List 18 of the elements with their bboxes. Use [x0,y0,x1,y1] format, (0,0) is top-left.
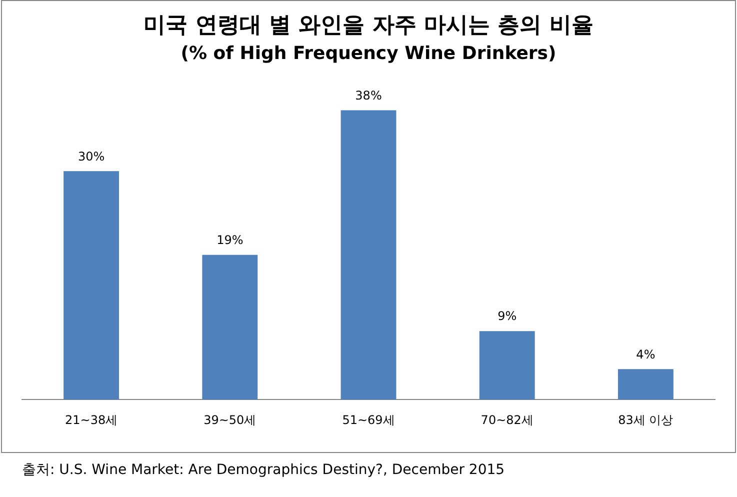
x-tick-label: 51~69세 [342,412,395,427]
source-note: 출처: U.S. Wine Market: Are Demographics Destiny?, December 2015 [21,461,506,479]
data-label: 38% [355,88,382,102]
x-tick-label: 21~38세 [65,412,118,427]
x-tick-label: 83세 이상 [618,412,674,427]
bar [479,331,535,400]
bar [202,254,258,400]
chart-subtitle: (% of High Frequency Wine Drinkers) [180,42,556,64]
data-label: 30% [78,149,105,164]
bar [618,369,674,400]
chart-title: 미국 연령대 별 와인을 자주 마시는 층의 비율 [144,12,594,38]
bar [64,171,120,400]
x-tick-label: 39~50세 [204,412,256,427]
x-tick-label: 70~82세 [480,412,534,427]
data-label: 4% [636,347,656,362]
data-label: 19% [216,233,244,248]
bar [340,110,396,400]
data-label: 9% [498,309,517,324]
